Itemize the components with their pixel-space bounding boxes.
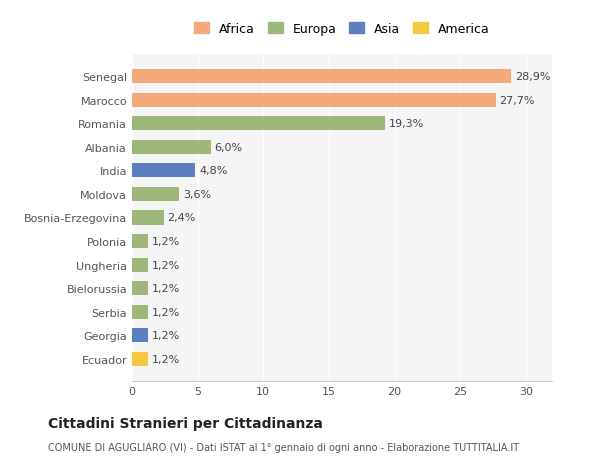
Text: 1,2%: 1,2%: [152, 260, 180, 270]
Text: 6,0%: 6,0%: [215, 142, 243, 152]
Text: 1,2%: 1,2%: [152, 354, 180, 364]
Bar: [132, 281, 148, 296]
Text: 1,2%: 1,2%: [152, 236, 180, 246]
Text: 27,7%: 27,7%: [499, 95, 535, 106]
Text: 1,2%: 1,2%: [152, 307, 180, 317]
Text: 3,6%: 3,6%: [183, 190, 211, 200]
Bar: [132, 117, 385, 131]
Text: 1,2%: 1,2%: [152, 330, 180, 341]
Legend: Africa, Europa, Asia, America: Africa, Europa, Asia, America: [191, 19, 493, 39]
Bar: [132, 329, 148, 343]
Bar: [132, 258, 148, 272]
Text: 1,2%: 1,2%: [152, 284, 180, 294]
Bar: [132, 93, 496, 107]
Text: 2,4%: 2,4%: [167, 213, 196, 223]
Text: 28,9%: 28,9%: [515, 72, 551, 82]
Bar: [132, 235, 148, 249]
Text: 19,3%: 19,3%: [389, 119, 425, 129]
Text: 4,8%: 4,8%: [199, 166, 227, 176]
Bar: [132, 164, 195, 178]
Bar: [132, 352, 148, 366]
Text: Cittadini Stranieri per Cittadinanza: Cittadini Stranieri per Cittadinanza: [48, 416, 323, 430]
Bar: [132, 140, 211, 155]
Bar: [132, 211, 163, 225]
Bar: [132, 70, 511, 84]
Bar: [132, 305, 148, 319]
Bar: [132, 187, 179, 202]
Text: COMUNE DI AGUGLIARO (VI) - Dati ISTAT al 1° gennaio di ogni anno - Elaborazione : COMUNE DI AGUGLIARO (VI) - Dati ISTAT al…: [48, 442, 519, 452]
